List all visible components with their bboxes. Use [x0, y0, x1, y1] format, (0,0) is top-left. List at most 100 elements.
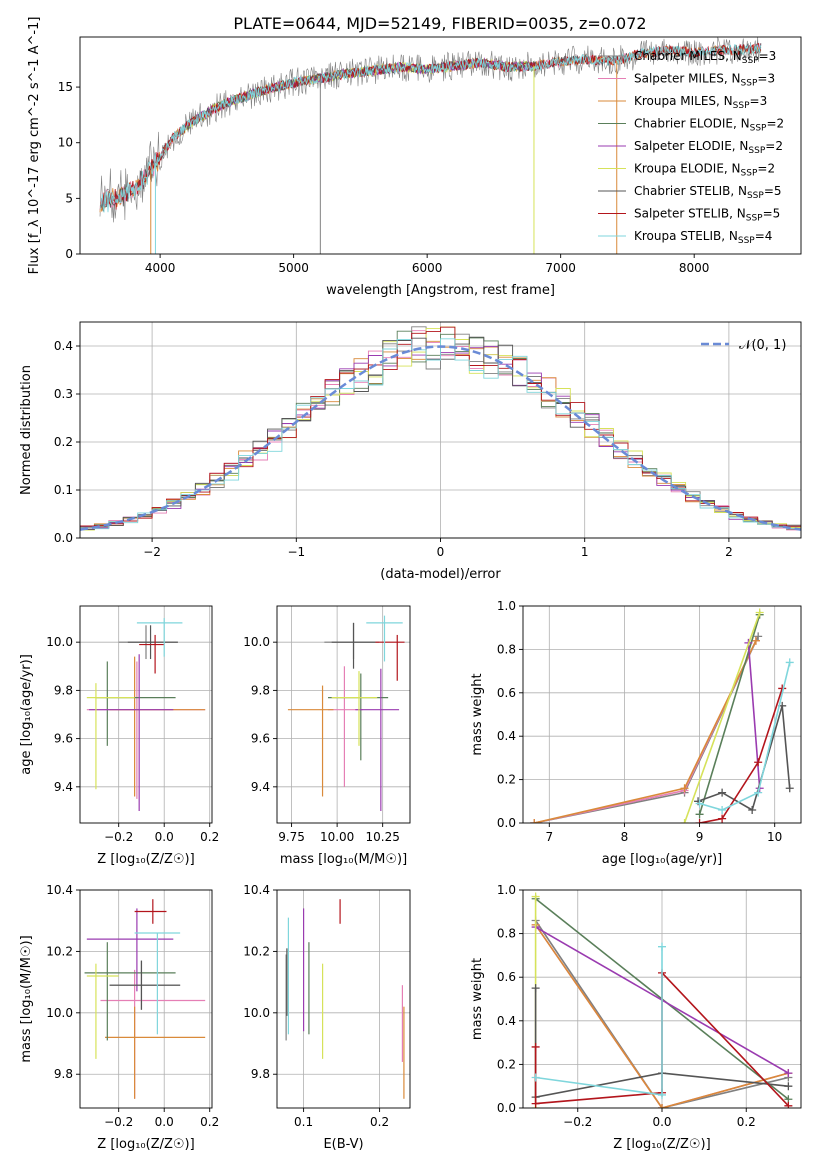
x-axis-label: mass [log₁₀(M/M☉)]	[280, 852, 407, 867]
y-tick-label: 0.0	[497, 816, 516, 830]
series-point	[718, 805, 727, 814]
y-axis-label: Flux [f_λ 10^-17 erg cm^-2 s^-1 A^-1]	[27, 17, 42, 275]
plot-area	[84, 899, 206, 1099]
errorbar-kroupa-elodie	[86, 683, 135, 790]
spectrum-line-kroupa-stelib	[99, 43, 762, 213]
legend-entry-chabrier-miles: Chabrier MILES, NSSP=3	[598, 49, 776, 66]
x-tick-label: −0.2	[563, 1115, 592, 1129]
series-point	[754, 632, 763, 641]
series-line	[699, 662, 791, 811]
histogram-kroupa-stelib	[80, 338, 801, 530]
errorbar-chabrier-stelib	[109, 960, 181, 1010]
series-point	[658, 1104, 666, 1108]
series-line	[747, 642, 761, 789]
errorbar-kroupa-miles	[105, 1006, 206, 1099]
series-point	[718, 788, 727, 797]
series-kroupa-elodie	[680, 608, 764, 823]
y-tick-label: 10.2	[243, 944, 270, 958]
plot-area	[287, 615, 405, 811]
y-tick-label: 10.0	[243, 1006, 270, 1020]
y-tick-label: 10.0	[46, 1006, 73, 1020]
y-tick-label: 5	[65, 191, 73, 205]
legend-entry-salpeter-stelib: Salpeter STELIB, NSSP=5	[598, 207, 780, 224]
y-tick-label: 9.8	[54, 1067, 73, 1081]
series-point	[785, 658, 794, 667]
y-tick-label: 10.2	[46, 944, 73, 958]
chart-mass_weight_vs_Z: −0.2 0.0 0.2 0.0 0.2 0.4 0.6 0.8 1.0 Z [log₁₀(Z/Z…	[470, 883, 802, 1152]
errorbar-chabrier-stelib	[127, 625, 178, 660]
axes-frame	[79, 36, 802, 255]
series-point	[751, 636, 760, 645]
series-point	[680, 784, 689, 793]
series-line	[534, 920, 789, 1108]
y-axis-label: age [log₁₀(age/yr)]	[19, 654, 34, 775]
plot-area	[80, 326, 801, 531]
series-kroupa-stelib	[531, 942, 666, 1099]
x-tick-label: 4000	[145, 261, 176, 275]
x-tick-label: 1	[581, 545, 589, 559]
y-tick-label: 0.8	[497, 927, 516, 941]
series-point	[531, 1099, 540, 1108]
legend-entry-kroupa-miles: Kroupa MILES, NSSP=3	[598, 94, 767, 111]
x-tick-label: 9.75	[278, 830, 305, 844]
errorbar-kroupa-miles	[287, 685, 334, 797]
x-axis-label: wavelength [Angstrom, rest frame]	[326, 283, 555, 298]
x-tick-label: 0.2	[737, 1115, 756, 1129]
legend-entry-kroupa-elodie: Kroupa ELODIE, NSSP=2	[598, 162, 775, 179]
y-tick-label: 10.4	[46, 883, 73, 897]
y-tick-label: 9.8	[251, 683, 270, 697]
figure-title: PLATE=0644, MJD=52149, FIBERID=0035, z=0…	[233, 14, 646, 33]
x-tick-label: 0.2	[200, 830, 219, 844]
legend-entry-salpeter-miles: Salpeter MILES, NSSP=3	[598, 72, 775, 89]
y-tick-label: 0.4	[54, 339, 73, 353]
series-point	[658, 1090, 666, 1099]
errorbar-salpeter-miles	[100, 969, 206, 1099]
series-point	[755, 608, 764, 617]
legend-entry-chabrier-stelib: Chabrier STELIB, NSSP=5	[598, 184, 782, 201]
y-tick-label: 1.0	[497, 883, 516, 897]
y-tick-label: 0.4	[497, 729, 516, 743]
x-tick-label: 7000	[545, 261, 576, 275]
errorbar-kroupa-stelib	[136, 618, 183, 657]
chart-residuals: 𝒩(0, 1) −2 −1 0 1 2 0.0 0.1 0.2 0.3 0.4 (data-model…	[19, 321, 802, 582]
x-axis-label: age [log₁₀(age/yr)]	[602, 852, 723, 867]
series-line	[699, 688, 783, 823]
series-point	[785, 784, 794, 793]
x-tick-label: −2	[143, 545, 161, 559]
chart-age_vs_Z: −0.2 0.0 0.2 9.4 9.6 9.8 10.0 Z [log₁₀(Z/Z☉)] ag…	[19, 605, 219, 867]
x-axis-label: Z [log₁₀(Z/Z☉)]	[613, 1137, 710, 1152]
axes-frame	[522, 605, 802, 824]
legend-label: Kroupa STELIB, NSSP=4	[634, 229, 772, 246]
y-axis-label: mass weight	[470, 958, 485, 1040]
y-tick-label: 0.4	[497, 1014, 516, 1028]
series-point	[754, 788, 763, 797]
y-tick-label: 9.6	[54, 732, 73, 746]
y-tick-label: 9.8	[251, 1067, 270, 1081]
x-tick-label: −1	[287, 545, 305, 559]
x-tick-label: 0	[437, 545, 445, 559]
errorbar-kroupa-stelib	[366, 615, 403, 662]
series-point	[718, 814, 727, 823]
y-axis-label: mass [log₁₀(M/M☉)]	[19, 935, 34, 1062]
plot-area	[285, 899, 405, 1099]
errorbar-salpeter-elodie	[355, 668, 400, 811]
plot-area	[99, 37, 762, 254]
legend-label: Kroupa MILES, NSSP=3	[634, 94, 767, 111]
series-point	[531, 1042, 540, 1051]
legend-label: Chabrier ELODIE, NSSP=2	[634, 117, 784, 134]
legend-label: Salpeter STELIB, NSSP=5	[634, 207, 780, 224]
legend-label: Salpeter ELODIE, NSSP=2	[634, 139, 783, 156]
y-tick-label: 10.0	[243, 635, 270, 649]
series-line	[534, 988, 789, 1099]
plot-area	[86, 618, 206, 811]
y-tick-label: 0.8	[497, 642, 516, 656]
series-point	[530, 819, 539, 823]
legend-label: Chabrier STELIB, NSSP=5	[634, 184, 782, 201]
errorbar-kroupa-miles	[109, 656, 206, 797]
y-tick-label: 10	[58, 136, 73, 150]
y-tick-label: 0.3	[54, 387, 73, 401]
x-tick-label: 8000	[679, 261, 710, 275]
x-tick-label: 0.2	[370, 1115, 389, 1129]
legend-gaussian-label: 𝒩(0, 1)	[739, 338, 786, 353]
x-tick-label: 6000	[412, 261, 443, 275]
